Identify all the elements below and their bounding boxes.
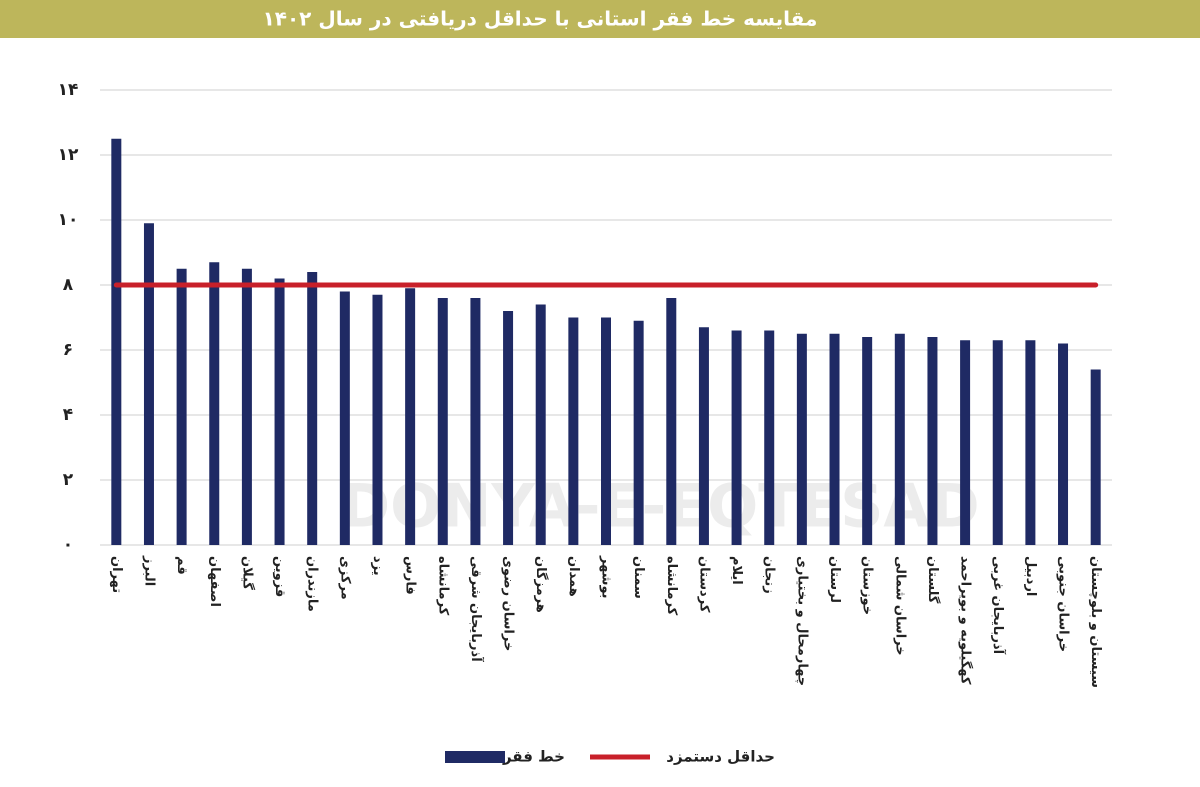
x-tick-label: سیستان و بلوچستان bbox=[1088, 556, 1103, 688]
x-tick-label: اصفهان bbox=[207, 556, 222, 607]
bar bbox=[927, 337, 938, 545]
bar bbox=[143, 223, 154, 545]
bar bbox=[372, 294, 383, 545]
bar bbox=[1058, 343, 1069, 545]
bar bbox=[1090, 369, 1101, 545]
y-tick-label: ۲ bbox=[63, 470, 74, 490]
x-tick-label: گلستان bbox=[925, 556, 941, 604]
y-tick-label: ۱۰ bbox=[58, 210, 79, 230]
x-tick-label: خراسان رضوی bbox=[501, 556, 516, 651]
bar bbox=[1025, 340, 1036, 545]
bar bbox=[241, 268, 252, 545]
x-tick-label: خوزستان bbox=[860, 556, 875, 615]
x-tick-label: چهارمحال و بختیاری bbox=[794, 556, 809, 686]
y-tick-label: ۱۲ bbox=[58, 145, 79, 165]
bar bbox=[568, 317, 579, 545]
x-tick-label: البرز bbox=[141, 555, 156, 586]
x-tick-label: زنجان bbox=[762, 556, 777, 594]
x-tick-label: فارس bbox=[403, 556, 418, 595]
bar bbox=[601, 317, 611, 545]
bar bbox=[307, 272, 318, 545]
bar bbox=[992, 340, 1003, 545]
x-tick-label: هرمزگان bbox=[533, 556, 549, 613]
x-tick-label: مازندران bbox=[305, 556, 320, 612]
y-tick-label: ۰ bbox=[63, 535, 73, 555]
x-tick-label: ایلام bbox=[729, 556, 744, 585]
bar bbox=[731, 330, 742, 545]
bar bbox=[666, 298, 677, 545]
bar bbox=[633, 320, 644, 545]
bar bbox=[894, 333, 905, 545]
legend-label: خط فقر bbox=[502, 748, 565, 766]
x-tick-label: کرمانشاه bbox=[664, 556, 679, 616]
x-tick-label: آذربایجان غربی bbox=[990, 556, 1007, 655]
bar bbox=[829, 333, 840, 545]
x-tick-label: مرکزی bbox=[337, 556, 352, 600]
bar bbox=[535, 304, 546, 545]
bar bbox=[437, 298, 448, 545]
bar bbox=[339, 291, 350, 545]
x-tick-label: تهران bbox=[109, 556, 124, 593]
x-tick-label: کرمانشاه bbox=[435, 556, 450, 616]
bar bbox=[862, 337, 873, 545]
bar bbox=[470, 298, 481, 545]
legend-swatch bbox=[445, 751, 505, 763]
bar bbox=[698, 327, 709, 545]
x-tick-label: یزد bbox=[370, 556, 385, 576]
bar bbox=[209, 262, 220, 545]
chart-title: مقایسه خط فقر استانی با حداقل دریافتی در… bbox=[263, 7, 818, 31]
bar bbox=[796, 333, 807, 545]
bar bbox=[503, 311, 514, 545]
x-tick-label: قزوین bbox=[272, 556, 287, 597]
x-tick-label: لرستان bbox=[827, 556, 842, 603]
bar bbox=[405, 288, 416, 545]
x-tick-label: کهگیلویه و بویراحمد bbox=[958, 556, 974, 685]
x-tick-label: اردبیل bbox=[1023, 556, 1038, 596]
x-tick-label: خراسان جنوبی bbox=[1056, 556, 1071, 652]
x-tick-label: بوشهر bbox=[599, 555, 614, 599]
x-tick-label: کردستان bbox=[696, 556, 711, 613]
legend-label: حداقل دستمزد bbox=[666, 748, 775, 766]
bar bbox=[111, 138, 122, 545]
x-tick-label: قم bbox=[174, 556, 189, 575]
x-tick-label: گیلان bbox=[239, 556, 255, 590]
bar bbox=[176, 268, 187, 545]
y-tick-label: ۴ bbox=[63, 405, 73, 425]
y-tick-label: ۱۴ bbox=[58, 80, 79, 100]
x-tick-label: آذربایجان شرقی bbox=[468, 556, 485, 662]
bar bbox=[274, 278, 285, 545]
y-tick-label: ۸ bbox=[63, 275, 74, 295]
x-tick-label: همدان bbox=[566, 556, 581, 597]
bar bbox=[764, 330, 775, 545]
title-band bbox=[0, 0, 1200, 38]
y-tick-label: ۶ bbox=[63, 340, 73, 360]
x-tick-label: سمنان bbox=[631, 556, 646, 599]
x-tick-label: خراسان شمالی bbox=[892, 556, 907, 656]
bar bbox=[960, 340, 971, 545]
watermark: DONYA-E-EQTESAD bbox=[340, 472, 979, 542]
